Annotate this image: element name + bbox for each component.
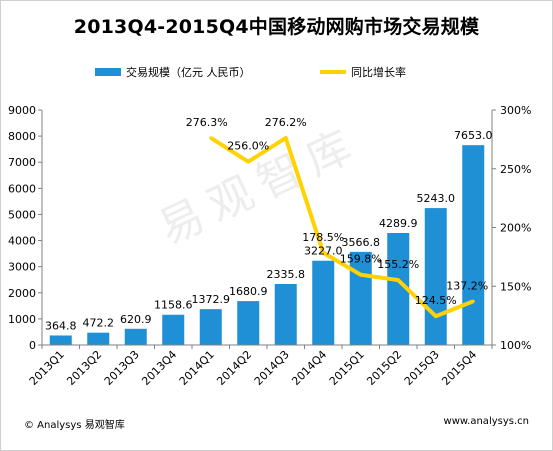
growth-point <box>246 160 250 164</box>
bar <box>124 328 147 345</box>
y-right-tick-label: 100% <box>500 339 531 352</box>
legend-swatch-bar <box>95 68 121 76</box>
footer-website: www.analysys.cn <box>443 416 529 427</box>
growth-point <box>434 314 438 318</box>
x-tick-label: 2014Q4 <box>289 348 329 388</box>
x-tick-label: 2014Q1 <box>177 348 217 388</box>
bar <box>274 284 297 345</box>
bar-value-label: 4289.9 <box>379 217 418 230</box>
y-left-tick-label: 6000 <box>8 182 36 195</box>
y-left-tick-label: 3000 <box>8 261 36 274</box>
x-tick-label: 2015Q3 <box>402 348 442 388</box>
growth-point <box>209 136 213 140</box>
growth-point <box>359 273 363 277</box>
growth-value-label: 124.5% <box>415 294 457 307</box>
y-right-tick-label: 200% <box>500 222 531 235</box>
y-left-tick-label: 8000 <box>8 130 36 143</box>
growth-value-label: 155.2% <box>377 258 419 271</box>
bar <box>87 332 110 345</box>
chart-legend: 交易规模（亿元 人民币） 同比增长率 <box>0 64 553 80</box>
growth-value-label: 137.2% <box>446 279 488 292</box>
bar-value-label: 1680.9 <box>229 285 268 298</box>
x-tick-label: 2015Q4 <box>439 348 479 388</box>
x-tick-label: 2013Q1 <box>27 348 67 388</box>
x-tick-label: 2013Q2 <box>64 348 104 388</box>
bar-value-label: 2335.8 <box>267 268 306 281</box>
chart-title: 2013Q4-2015Q4中国移动网购市场交易规模 <box>73 16 480 38</box>
bar <box>237 301 260 345</box>
legend-label-volume: 交易规模（亿元 人民币） <box>126 66 251 79</box>
y-left-tick-label: 7000 <box>8 156 36 169</box>
x-tick-label: 2014Q3 <box>252 348 292 388</box>
x-tick-label: 2013Q4 <box>139 348 179 388</box>
bar-value-label: 364.8 <box>45 319 77 332</box>
y-left-tick-label: 0 <box>29 339 36 352</box>
bar <box>462 145 485 345</box>
y-right-tick-label: 250% <box>500 163 531 176</box>
legend-swatch-line <box>320 70 346 74</box>
growth-point <box>284 136 288 140</box>
growth-value-label: 256.0% <box>227 140 269 153</box>
growth-value-label: 276.3% <box>186 116 228 129</box>
legend-item-volume: 交易规模（亿元 人民币） <box>95 64 251 80</box>
y-left-tick-label: 9000 <box>8 104 36 117</box>
x-tick-label: 2015Q2 <box>364 348 404 388</box>
legend-label-growth: 同比增长率 <box>351 66 406 79</box>
bar <box>199 309 222 345</box>
bar-value-label: 472.2 <box>83 317 115 330</box>
y-left-tick-label: 2000 <box>8 287 36 300</box>
y-left-tick-label: 5000 <box>8 208 36 221</box>
x-tick-label: 2013Q3 <box>102 348 142 388</box>
bar-value-label: 7653.0 <box>454 129 493 142</box>
bar-value-label: 620.9 <box>120 313 152 326</box>
y-right-tick-label: 150% <box>500 280 531 293</box>
growth-value-label: 178.5% <box>302 231 344 244</box>
bar <box>424 208 447 345</box>
y-right-tick-label: 300% <box>500 104 531 117</box>
bar <box>312 260 335 345</box>
growth-line <box>209 135 474 319</box>
growth-point <box>471 299 475 303</box>
y-left-tick-label: 4000 <box>8 235 36 248</box>
y-left-tick-label: 1000 <box>8 313 36 326</box>
bar-value-label: 1372.9 <box>192 293 231 306</box>
legend-item-growth: 同比增长率 <box>320 64 406 80</box>
x-tick-label: 2015Q1 <box>327 348 367 388</box>
bar-value-label: 3227.0 <box>304 245 343 258</box>
bar-value-label: 5243.0 <box>417 192 456 205</box>
growth-point <box>396 278 400 282</box>
bar <box>162 314 185 345</box>
growth-value-label: 276.2% <box>265 116 307 129</box>
bar <box>387 232 410 345</box>
bar <box>349 251 372 345</box>
bar-value-label: 3566.8 <box>342 236 381 249</box>
bar <box>49 335 72 345</box>
growth-value-label: 159.8% <box>340 253 382 266</box>
growth-point <box>321 251 325 255</box>
x-tick-label: 2014Q2 <box>214 348 254 388</box>
bar-value-label: 1158.6 <box>154 299 193 312</box>
footer-copyright: © Analysys 易观智库 <box>24 420 125 431</box>
